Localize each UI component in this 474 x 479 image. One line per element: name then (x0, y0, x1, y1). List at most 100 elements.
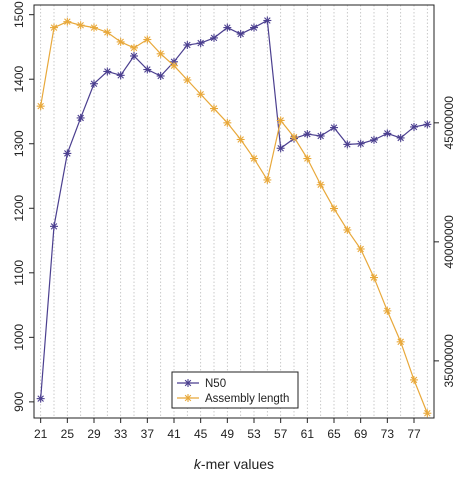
series (36, 16, 432, 418)
x-tick-label: 53 (247, 427, 261, 441)
data-point (210, 104, 218, 113)
data-point (370, 273, 378, 282)
data-point (63, 149, 72, 158)
data-point (116, 37, 125, 46)
data-point (76, 21, 85, 30)
x-axis-title-rest: -mer values (201, 456, 274, 472)
x-tick-label: 49 (221, 427, 235, 441)
data-point (116, 71, 125, 80)
legend-item: N50 (177, 378, 226, 390)
data-point (223, 118, 232, 127)
data-point (316, 180, 325, 189)
data-point (316, 131, 325, 140)
data-point (183, 41, 192, 50)
y-left-tick-label: 1200 (12, 195, 26, 222)
legend-label: N50 (205, 378, 226, 390)
data-point (303, 130, 312, 139)
data-point (356, 244, 365, 253)
x-tick-label: 61 (301, 427, 315, 441)
data-point (343, 225, 352, 234)
data-point (170, 61, 178, 70)
data-point (76, 113, 85, 122)
data-point (276, 144, 285, 153)
x-axis-title-italic: k (194, 456, 202, 472)
data-point (184, 394, 192, 402)
data-point (236, 135, 245, 144)
data-point (196, 90, 205, 99)
data-point (250, 154, 258, 163)
data-point (330, 204, 338, 213)
data-point (36, 394, 45, 403)
data-point (103, 28, 112, 37)
data-point (276, 116, 285, 125)
data-point (290, 133, 298, 142)
data-point (303, 154, 312, 163)
legend: N50 Assembly length (171, 371, 299, 409)
data-point (183, 75, 192, 84)
data-point (383, 306, 392, 315)
data-point (156, 71, 165, 80)
y-left-tick-label: 1100 (12, 260, 26, 286)
data-point (90, 23, 98, 32)
data-point (410, 122, 418, 131)
x-tick-label: 45 (194, 427, 208, 441)
x-tick-label: 73 (381, 427, 395, 441)
data-point (63, 17, 72, 26)
data-point (184, 379, 192, 387)
y-left-tick-label: 1300 (12, 130, 26, 157)
y-left-tick-label: 1400 (12, 66, 26, 93)
data-point (410, 375, 418, 384)
legend-item: Assembly length (177, 393, 289, 405)
gridlines (40, 5, 428, 418)
data-point (370, 135, 378, 144)
legend-box (171, 371, 299, 409)
data-point (396, 133, 405, 142)
y-left-tick-label: 1000 (12, 324, 26, 351)
data-point (396, 337, 405, 346)
x-tick-label: 57 (274, 427, 288, 441)
data-point (423, 409, 432, 418)
x-tick-label: 21 (34, 427, 48, 441)
series-line (40, 19, 428, 399)
y-left-tick-label: 900 (12, 392, 26, 412)
x-axis-title: k-mer values (194, 456, 274, 472)
data-point (143, 65, 152, 74)
data-point (236, 30, 245, 39)
legend-label: Assembly length (205, 393, 289, 405)
plot-frame (33, 4, 435, 419)
axes: 21 25 29 33 37 41 45 49 53 57 61 65 69 73 77 900 1000 110… (12, 1, 456, 441)
data-point (50, 222, 58, 231)
series-n50 (36, 16, 432, 403)
x-tick-label: 33 (114, 427, 128, 441)
data-point (103, 67, 112, 76)
x-tick-label: 37 (141, 427, 155, 441)
data-point (263, 16, 272, 25)
y-right-tick-label: 40000000 (442, 215, 456, 269)
data-point (423, 120, 432, 129)
x-tick-label: 25 (61, 427, 75, 441)
data-point (250, 23, 258, 32)
series-assembly-length (36, 17, 432, 418)
y-right-tick-label: 45000000 (442, 96, 456, 150)
series-line (40, 21, 428, 414)
x-tick-label: 41 (167, 427, 181, 441)
x-tick-label: 77 (407, 427, 421, 441)
data-point (383, 129, 392, 138)
data-point (156, 49, 165, 58)
x-tick-label: 69 (354, 427, 368, 441)
y-left-tick-label: 1500 (12, 1, 26, 28)
data-point (223, 23, 232, 32)
data-point (50, 23, 58, 32)
data-point (263, 175, 272, 184)
data-point (130, 43, 138, 52)
data-point (356, 139, 365, 148)
data-point (143, 35, 152, 44)
data-point (330, 123, 338, 132)
data-point (130, 51, 138, 60)
data-point (210, 33, 218, 42)
data-point (196, 39, 205, 48)
x-tick-label: 65 (327, 427, 341, 441)
data-point (36, 102, 45, 111)
